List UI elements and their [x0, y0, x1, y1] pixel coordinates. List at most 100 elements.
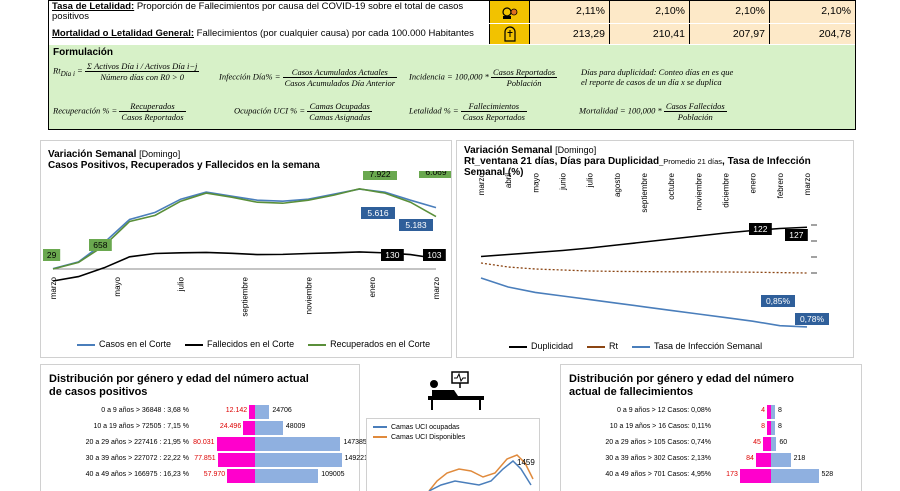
chart2-data-label: 127: [789, 230, 803, 240]
chart1-x-tick: marzo: [49, 276, 58, 299]
pyramid-row-label: 0 a 9 años > 12 Casos: 0,08%: [617, 407, 711, 414]
pyramid-female-bar: [767, 421, 771, 435]
letalidad-label: Tasa de Letalidad: Proporción de Falleci…: [52, 1, 464, 22]
chart1-data-label: 29: [47, 250, 57, 260]
chart2-title: Variación Semanal [Domingo] Rt_ventana 2…: [464, 145, 811, 178]
pyramid-male-bar: [255, 405, 270, 419]
deaths-pyramid: 0 a 9 años > 12 Casos: 0,08% 4 8 10 a 19 añ…: [561, 405, 861, 491]
chart2-x-tick: abril: [504, 173, 513, 188]
cases-pyramid-panel: Distribución por género y edad del númer…: [40, 364, 368, 491]
letalidad-value-2: 2,10%: [609, 1, 689, 23]
chart1-label-box: [423, 249, 446, 261]
pyramid-female-value: 57.970: [203, 471, 226, 478]
icu-legend: Camas UCI ocupadas Camas UCI Disponibles: [373, 423, 465, 443]
chart2-legend: Duplicidad Rt Tasa de Infección Semanal: [509, 341, 762, 351]
letalidad-value-1: 2,11%: [529, 1, 609, 23]
incidencia-formula: Incidencia = 100,000 * Casos Reportados P…: [409, 67, 558, 88]
pyramid-female-value: 77.851: [194, 455, 216, 462]
chart2-x-tick: marzo: [477, 172, 486, 195]
icu-chart-panel: Camas UCI ocupadas Camas UCI Disponibles…: [366, 418, 540, 491]
mortalidad-value-4: 204,78: [769, 24, 855, 44]
icu-legend-disponibles: Camas UCI Disponibles: [373, 433, 465, 443]
chart1-data-label: 7.922: [369, 171, 391, 179]
pyramid-female-bar: [217, 453, 255, 467]
deaths-pyramid-title: Distribución por género y edad del númer…: [569, 373, 794, 398]
chart1-x-tick: noviembre: [304, 276, 313, 314]
pyramid-female-value: 80.031: [193, 439, 215, 446]
chart2-data-label: 122: [753, 224, 767, 234]
chart2-x-tick: octubre: [667, 172, 676, 199]
uci-formula: Ocupación UCI % = Camas Ocupadas Camas As…: [234, 101, 373, 122]
cases-pyramid: 0 a 9 años > 36848 : 3,68 % 12.142 24706 10…: [41, 405, 368, 491]
pyramid-female-bar: [739, 469, 771, 483]
chart2-x-tick: agosto: [613, 172, 622, 197]
pyramid-male-bar: [771, 405, 775, 419]
icu-bed-icon: [424, 370, 488, 417]
pyramid-female-bar: [216, 437, 255, 451]
mortalidad-value-1: 213,29: [529, 24, 609, 44]
pyramid-row-label: 20 a 29 años > 227416 : 21,95 %: [85, 439, 189, 446]
mortalidad-value-3: 207,97: [689, 24, 769, 44]
chart1-x-tick: enero: [368, 276, 377, 297]
pyramid-female-bar: [243, 421, 255, 435]
chart1-x-tick: julio: [177, 276, 186, 292]
pyramid-male-value: 8: [778, 407, 782, 414]
pyramid-female-value: 84: [746, 455, 754, 462]
chart1-x-tick: mayo: [113, 276, 122, 296]
chart1-series-1: [52, 251, 437, 282]
chart2-label-box: [795, 313, 829, 325]
rt-formula: RtDía i = Σ Activos Día i / Activos Día …: [53, 61, 200, 82]
pyramid-female-bar: [767, 405, 771, 419]
pyramid-male-bar: [255, 469, 319, 483]
legend-recuperados: Recuperados en el Corte: [308, 339, 430, 349]
pyramid-male-bar: [771, 437, 777, 451]
icu-legend-ocupadas: Camas UCI ocupadas: [373, 423, 465, 433]
chart1-label-box: [381, 249, 404, 261]
chart1-series-0: [52, 188, 437, 270]
legend-fallecidos: Fallecidos en el Corte: [185, 339, 294, 349]
chart2-series-tasa: [480, 277, 808, 328]
pyramid-row-label: 0 a 9 años > 36848 : 3,68 %: [101, 407, 189, 414]
pyramid-male-value: 149221: [344, 455, 368, 462]
pyramid-male-bar: [255, 437, 341, 451]
chart1-x-tick: septiembre: [241, 276, 250, 316]
letalidad-value-3: 2,10%: [689, 1, 769, 23]
chart1-data-label: 6.069: [425, 171, 447, 177]
formula-title: Formulación: [53, 47, 114, 58]
pyramid-female-bar: [249, 405, 255, 419]
chart1-label-box: [89, 239, 112, 251]
pyramid-row-label: 30 a 39 años > 227072 : 22,22 %: [85, 455, 189, 462]
pyramid-male-bar: [255, 453, 342, 467]
chart2-x-tick: noviembre: [694, 172, 703, 210]
weekly-cases-chart: marzo mayo julio septiembre noviembre enero ma…: [43, 171, 451, 317]
mortalidad-formula: Mortalidad = 100,000 * Casos Fallecidos P…: [579, 101, 727, 122]
pyramid-male-value: 147385: [343, 439, 367, 446]
rt-chart-panel: Variación Semanal [Domingo] Rt_ventana 2…: [456, 140, 854, 358]
letalidad-formula: Letalidad % = Fallecimientos Casos Report…: [409, 101, 527, 122]
chart1-label-box: [399, 219, 433, 231]
chart2-data-label: 0,78%: [800, 314, 825, 324]
chart1-series-2: [52, 188, 437, 270]
pyramid-male-bar: [771, 453, 791, 467]
chart2-x-tick: septiembre: [640, 172, 649, 212]
chart1-data-label: 130: [385, 250, 399, 260]
weekly-cases-chart-panel: Variación Semanal [Domingo] Casos Positi…: [40, 140, 452, 358]
chart1-label-box: [419, 171, 451, 178]
mortalidad-value-2: 210,41: [609, 24, 689, 44]
pyramid-female-bar: [227, 469, 255, 483]
pyramid-row-label: 40 a 49 años > 166975 : 16,23 %: [85, 471, 189, 478]
chart2-label-box: [785, 229, 808, 241]
recuperacion-formula: Recuperación % = Recuperados Casos Report…: [53, 101, 186, 122]
chart1-x-tick: marzo: [432, 276, 441, 299]
pyramid-female-value: 8: [761, 423, 765, 430]
pyramid-male-value: 218: [793, 455, 806, 462]
chart2-x-tick: marzo: [803, 172, 812, 195]
chart2-x-tick: junio: [559, 172, 568, 190]
chart1-data-label: 5.616: [367, 208, 389, 218]
legend-casos: Casos en el Corte: [77, 339, 171, 349]
chart1-data-label: 5.183: [405, 220, 427, 230]
pyramid-row-label: 10 a 19 años > 72505 : 7,15 %: [93, 423, 189, 430]
pyramid-male-value: 528: [821, 471, 834, 478]
chart2-x-tick: mayo: [531, 172, 540, 192]
pyramid-male-bar: [771, 469, 819, 483]
